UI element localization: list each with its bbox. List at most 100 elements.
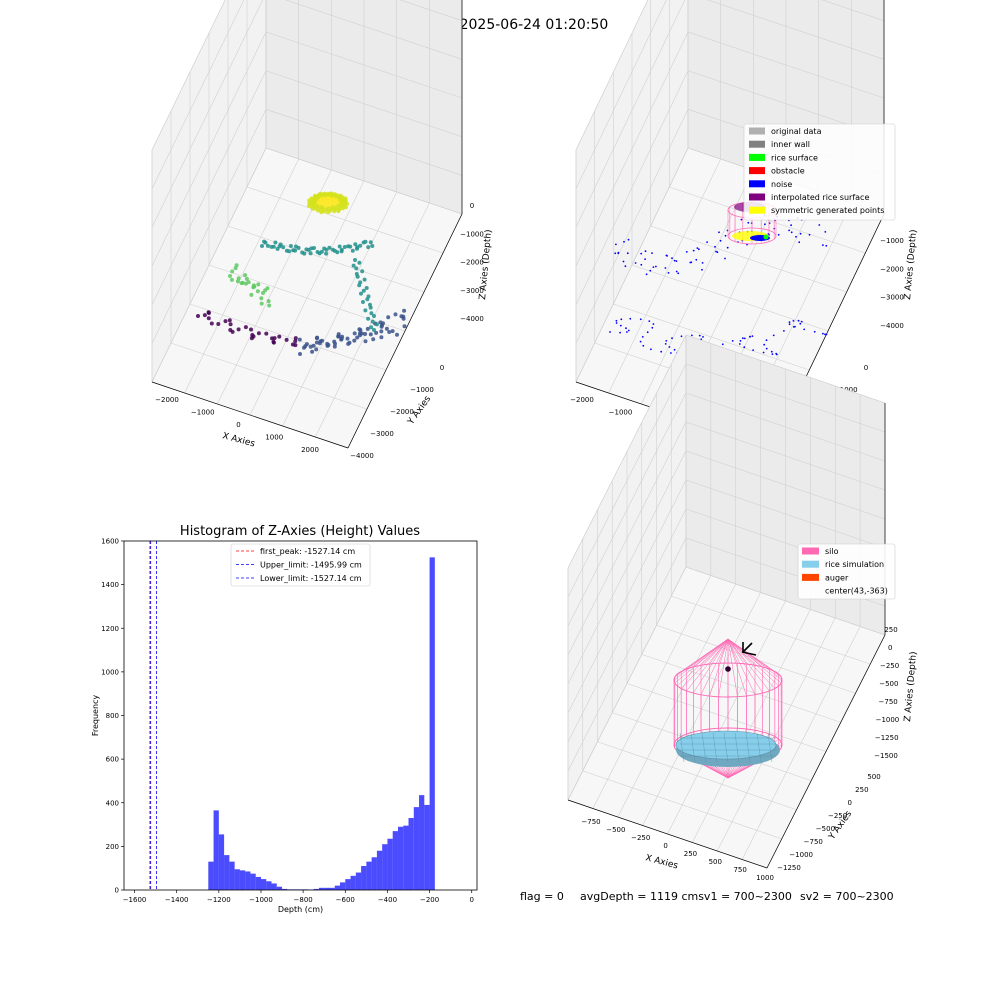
noise-point — [627, 329, 630, 332]
silo-roof-wire — [718, 638, 729, 697]
data-point — [358, 243, 363, 248]
z-tick-label: −3000 — [880, 294, 904, 302]
data-point — [402, 324, 407, 329]
noise-point — [788, 321, 791, 323]
legend-label: symmetric generated points — [771, 206, 884, 215]
noise-point — [822, 332, 824, 335]
data-point — [332, 248, 337, 253]
hist-bar — [366, 861, 372, 890]
noise-point — [731, 340, 734, 342]
x-axis-line — [567, 799, 768, 869]
noise-point — [609, 331, 611, 333]
center-marker — [725, 666, 731, 672]
silo-roof-wire — [727, 638, 763, 694]
legend-label: first_peak: -1527.14 cm — [260, 547, 355, 556]
data-point — [357, 260, 362, 265]
data-point — [387, 330, 392, 334]
y-tick-label: 0 — [847, 799, 851, 807]
data-point — [363, 308, 368, 313]
y-tick-label: −1000 — [410, 386, 434, 394]
grid-line — [641, 654, 841, 723]
data-point — [252, 284, 257, 289]
data-point — [322, 191, 327, 196]
noise-point — [677, 272, 680, 275]
grid-line — [567, 334, 886, 569]
data-point — [359, 291, 363, 296]
footer-stats: flag = 0 avgDepth = 1119 cmsv1 = 700~230… — [520, 890, 894, 903]
data-point — [339, 249, 344, 254]
data-point — [313, 193, 318, 198]
noise-point — [696, 247, 699, 250]
hist-bar — [334, 885, 341, 890]
data-point — [366, 316, 371, 321]
data-point — [308, 344, 313, 349]
noise-point — [743, 337, 746, 340]
data-point — [319, 210, 324, 215]
data-point — [366, 245, 371, 250]
data-point — [317, 251, 322, 256]
noise-point — [655, 265, 657, 268]
x-tick-label: −200 — [420, 896, 439, 904]
data-point — [230, 269, 235, 274]
noise-point — [634, 262, 637, 264]
noise-point — [738, 343, 741, 345]
legend-swatch — [802, 560, 819, 568]
data-point — [244, 277, 249, 281]
data-point — [368, 305, 373, 310]
data-point — [284, 337, 289, 342]
silo-roof-wire — [700, 638, 729, 695]
data-point — [262, 239, 267, 244]
noise-point — [671, 337, 673, 340]
data-point — [315, 335, 320, 340]
noise-point — [664, 267, 667, 269]
data-point — [379, 335, 384, 340]
data-point — [332, 344, 337, 349]
data-point — [314, 340, 319, 345]
sv2-text: sv2 = 700~2300 — [800, 890, 894, 903]
data-point — [243, 273, 248, 278]
data-point — [379, 324, 384, 329]
noise-point — [799, 232, 802, 235]
grid-line — [567, 450, 886, 685]
noise-point — [692, 249, 695, 252]
data-point — [288, 244, 293, 248]
noise-point — [813, 330, 816, 333]
y-tick-label: 0 — [115, 887, 119, 895]
noise-point — [615, 322, 618, 324]
z-tick-label: 0 — [888, 644, 892, 652]
legend-swatch — [802, 547, 819, 555]
noise-point — [652, 266, 655, 268]
noise-point — [743, 346, 746, 349]
data-point — [393, 312, 398, 317]
legend-box — [797, 543, 896, 600]
noise-point — [824, 333, 826, 336]
data-point — [401, 314, 406, 319]
grid-line — [246, 186, 444, 254]
hist-bar — [345, 879, 351, 890]
noise-point — [792, 320, 795, 322]
grid-line — [575, 31, 885, 267]
data-point — [340, 206, 345, 211]
data-point — [351, 263, 356, 268]
data-point — [297, 337, 302, 342]
noise-point — [664, 343, 667, 345]
data-point — [370, 244, 375, 248]
data-point — [314, 347, 319, 352]
noise-point — [719, 239, 722, 242]
grid-line — [575, 0, 649, 151]
noise-point — [803, 328, 806, 331]
noise-point — [671, 257, 673, 260]
data-point — [318, 191, 323, 196]
noise-point — [641, 336, 644, 338]
data-point — [308, 251, 313, 256]
data-point — [273, 240, 278, 245]
legend-swatch — [749, 180, 765, 188]
data-point — [287, 249, 292, 254]
data-point — [343, 196, 348, 201]
data-point — [352, 331, 357, 336]
noise-point — [764, 223, 766, 226]
hist-bar — [218, 834, 225, 890]
data-point — [361, 300, 365, 304]
hist-bar — [329, 887, 335, 890]
x-axis-label: X Axies — [221, 431, 256, 449]
